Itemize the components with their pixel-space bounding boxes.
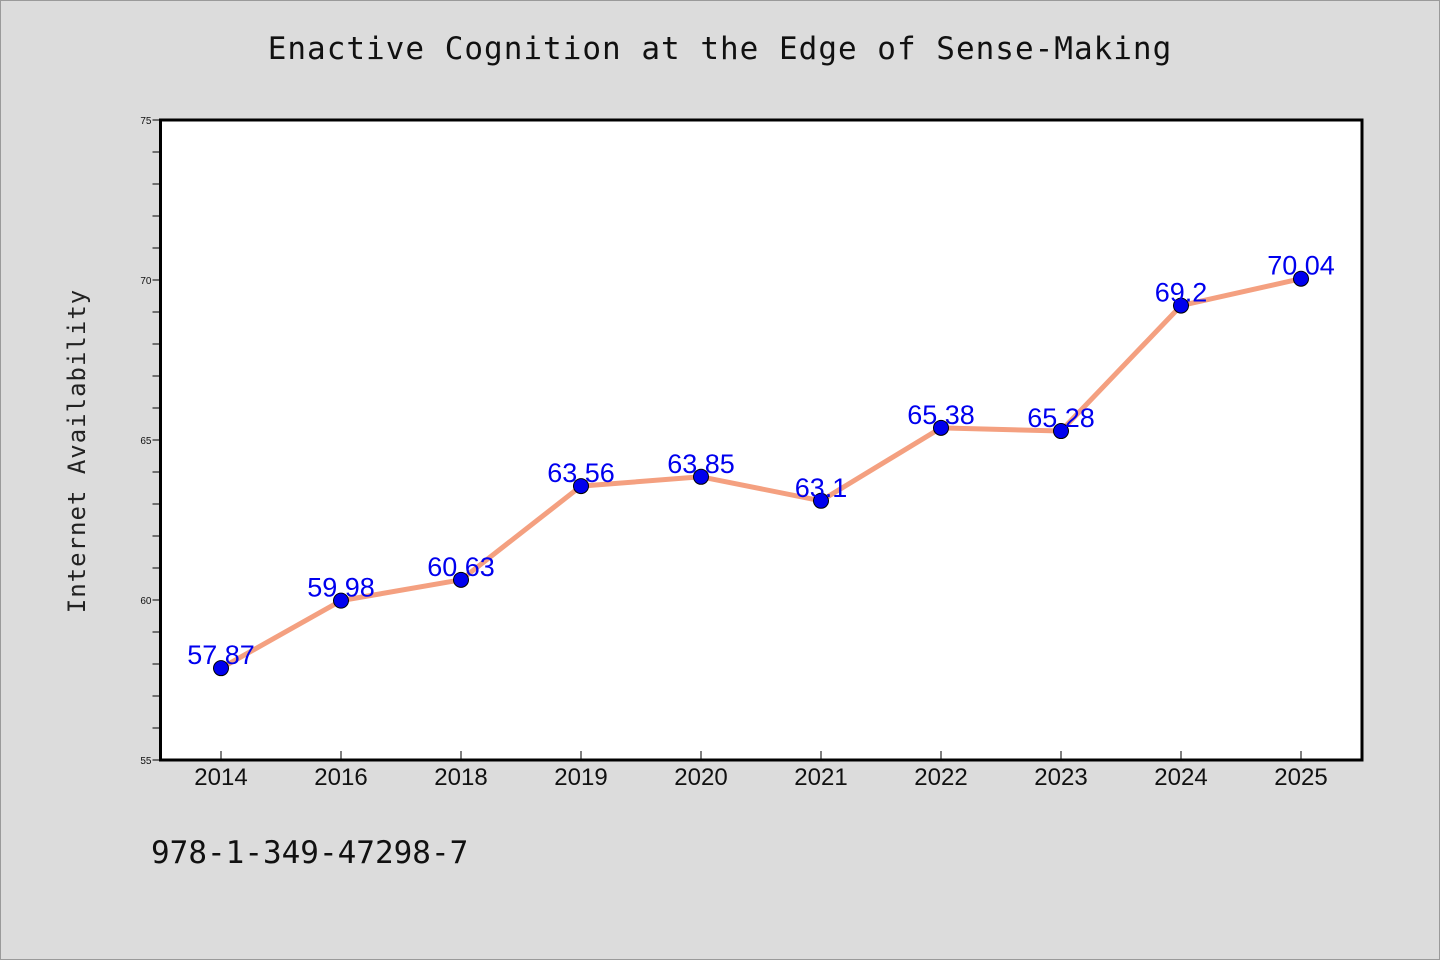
y-tick-label: 70 [140,276,152,287]
series-layer: 57.87 59.98 60.63 63.56 63.85 63.1 65.38 65.28 6… [187,251,1335,677]
data-point [813,492,829,509]
x-axis: 2014 2016 2018 2019 2020 2021 2022 2023 2024 2025 [194,751,1328,791]
x-tick-label: 2023 [1034,764,1087,791]
plot-area [159,118,1364,762]
x-tick-label: 2018 [434,764,487,791]
x-tick-label: 2016 [314,764,367,791]
x-tick-label: 2019 [554,764,607,791]
y-tick-label: 75 [140,116,152,127]
data-point [1173,297,1189,314]
data-label: 65.28 [1027,403,1095,433]
x-tick-label: 2020 [674,764,727,791]
data-label: 63.85 [667,449,735,479]
y-tick-label: 65 [140,436,152,447]
x-tick-label: 2025 [1274,764,1327,791]
data-label: 57.87 [187,640,255,670]
data-point [693,468,709,485]
x-tick-label: 2022 [914,764,967,791]
x-tick-label: 2021 [794,764,847,791]
x-tick-label: 2024 [1154,764,1207,791]
series-line [218,276,1304,671]
chart-title: Enactive Cognition at the Edge of Sense-… [267,31,1173,67]
data-point [1293,270,1309,287]
data-label: 63.56 [547,458,615,488]
data-point [1053,423,1069,440]
data-point [453,571,469,588]
data-label: 65.38 [907,400,975,430]
isbn-code: 978-1-349-47298-7 [151,835,469,871]
data-label: 70.04 [1267,251,1335,281]
data-point [573,478,589,495]
data-label: 69.2 [1155,278,1208,308]
data-point [933,419,949,436]
data-label: 63.1 [795,473,848,503]
x-tick-label: 2014 [194,764,247,791]
y-tick-label: 60 [140,596,152,607]
data-label: 59.98 [307,573,375,603]
y-tick-label: 55 [140,756,152,767]
data-point [213,660,229,677]
y-axis: 55 60 65 70 75 [140,116,161,767]
data-label: 60.63 [427,552,495,582]
data-point [333,592,349,609]
